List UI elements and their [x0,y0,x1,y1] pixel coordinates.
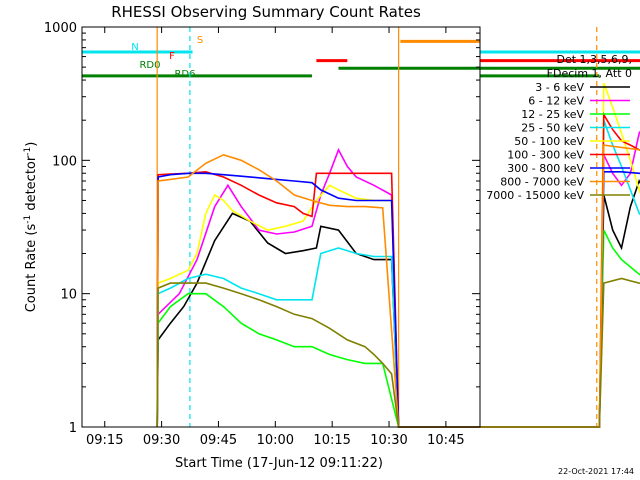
legend-label-300-800-kev: 300 - 800 keV [507,162,584,175]
legend-label-3-6-kev: 3 - 6 keV [535,81,584,94]
x-tick-label-10-30: 10:30 [370,433,407,448]
series-6-12-kev [156,130,640,428]
y-tick-label-100: 100 [52,154,77,169]
series-3-6-kev [156,179,640,428]
legend-header-line-1: Det 1,3,5,6,9, [556,53,632,66]
axis-ticks: 09:15 09:30 09:45 10:00 10:15 10:30 10:45 1 10 10… [44,21,480,448]
legend-label-100-300-kev: 100 - 300 keV [507,149,584,162]
x-tick-label-09-30: 09:30 [143,433,180,448]
chart-title: RHESSI Observing Summary Count Rates [111,3,421,21]
legend-label-50-100-kev: 50 - 100 keV [514,135,584,148]
y-tick-label-10: 10 [60,288,77,303]
x-tick-label-10-00: 10:00 [257,433,294,448]
x-axis-label: Start Time (17-Jun-12 09:11:22) [175,456,383,471]
flag-label-rd6: RD6 [174,69,195,80]
flag-label-rd0: RD0 [139,60,160,71]
legend-label-6-12-kev: 6 - 12 keV [528,95,584,108]
y-tick-label-1: 1 [69,421,77,436]
legend: Det 1,3,5,6,9, FDecim 1, Att 0 3 - 6 keV… [486,53,632,202]
x-tick-label-10-45: 10:45 [427,433,464,448]
legend-header-line-2: FDecim 1, Att 0 [547,67,632,80]
legend-label-12-25-kev: 12 - 25 keV [521,108,584,121]
y-axis-label-sup2: -1 [23,147,33,156]
series-50-100-kev [156,82,640,428]
x-tick-label-10-15: 10:15 [313,433,350,448]
x-tick-label-09-45: 09:45 [200,433,237,448]
y-tick-label-1000: 1000 [44,21,77,36]
legend-label-25-50-kev: 25 - 50 keV [521,122,584,135]
y-axis-label-end: ) [24,142,39,147]
observing-flags: N F S RD0 RD6 [82,35,640,80]
legend-label-800-7000-kev: 800 - 7000 keV [500,176,584,189]
series-lines [156,82,640,428]
series-7000-15000-kev [156,277,640,428]
plot-frame [81,26,481,428]
y-axis-label-sup1: -1 [23,215,33,224]
flag-label-f: F [169,51,175,62]
series-12-25-kev [156,229,640,428]
y-axis-label-main: Count Rate (s [24,224,39,313]
y-axis-label: Count Rate (s-1 detector-1) [23,142,39,313]
series-25-50-kev [156,119,640,428]
footer-date: 22-Oct-2021 17:44 [558,467,634,476]
legend-label-7000-15000-kev: 7000 - 15000 keV [486,189,584,202]
series-800-7000-kev [156,144,640,428]
flag-label-n: N [131,42,138,53]
y-axis-label-mid: detector [24,155,39,215]
x-tick-label-09-15: 09:15 [86,433,123,448]
flag-label-s: S [197,35,203,46]
series-100-300-kev [156,111,640,428]
